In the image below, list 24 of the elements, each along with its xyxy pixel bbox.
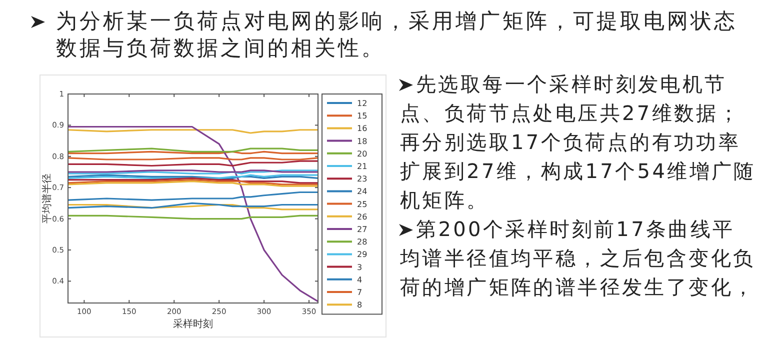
legend-label: 16 — [357, 124, 368, 134]
legend-label: 21 — [357, 162, 368, 171]
legend-label: 20 — [357, 149, 368, 158]
legend-label: 28 — [357, 238, 368, 247]
legend-label: 7 — [357, 288, 362, 297]
legend-label: 26 — [357, 212, 368, 222]
legend-label: 24 — [357, 187, 368, 196]
legend-label: 23 — [357, 174, 368, 184]
line-series — [68, 191, 318, 201]
legend-label: 8 — [357, 300, 362, 310]
legend-label: 18 — [357, 136, 368, 146]
legend-label: 12 — [357, 99, 368, 108]
legend-label: 15 — [357, 112, 368, 121]
legend-label: 4 — [357, 275, 362, 284]
text: 先选取每一个采样时刻发电机节点、负荷节点处电压共27维数据；再分别选取17个负荷点的有功功率扩展到27维，构成17个54维增广随机矩阵。 — [400, 71, 756, 214]
text: 第200个采样时刻前17条曲线平均谱半径值均平稳，之后包含变化负荷的增广矩阵的谱半径发生了变化， — [400, 216, 756, 301]
legend-label: 29 — [357, 250, 368, 260]
legend-label: 27 — [357, 225, 368, 234]
x-axis-title: 采样时刻 — [173, 318, 213, 330]
y-axis-title: 平均谱半径 — [41, 174, 53, 224]
line-series — [68, 126, 318, 302]
text: 为分析某一负荷点对电网的影响，采用增广矩阵，可提取电网状态数据与负荷数据之间的相关性。 — [56, 8, 738, 62]
legend-label: 25 — [357, 200, 368, 209]
legend-label: 3 — [357, 262, 362, 272]
